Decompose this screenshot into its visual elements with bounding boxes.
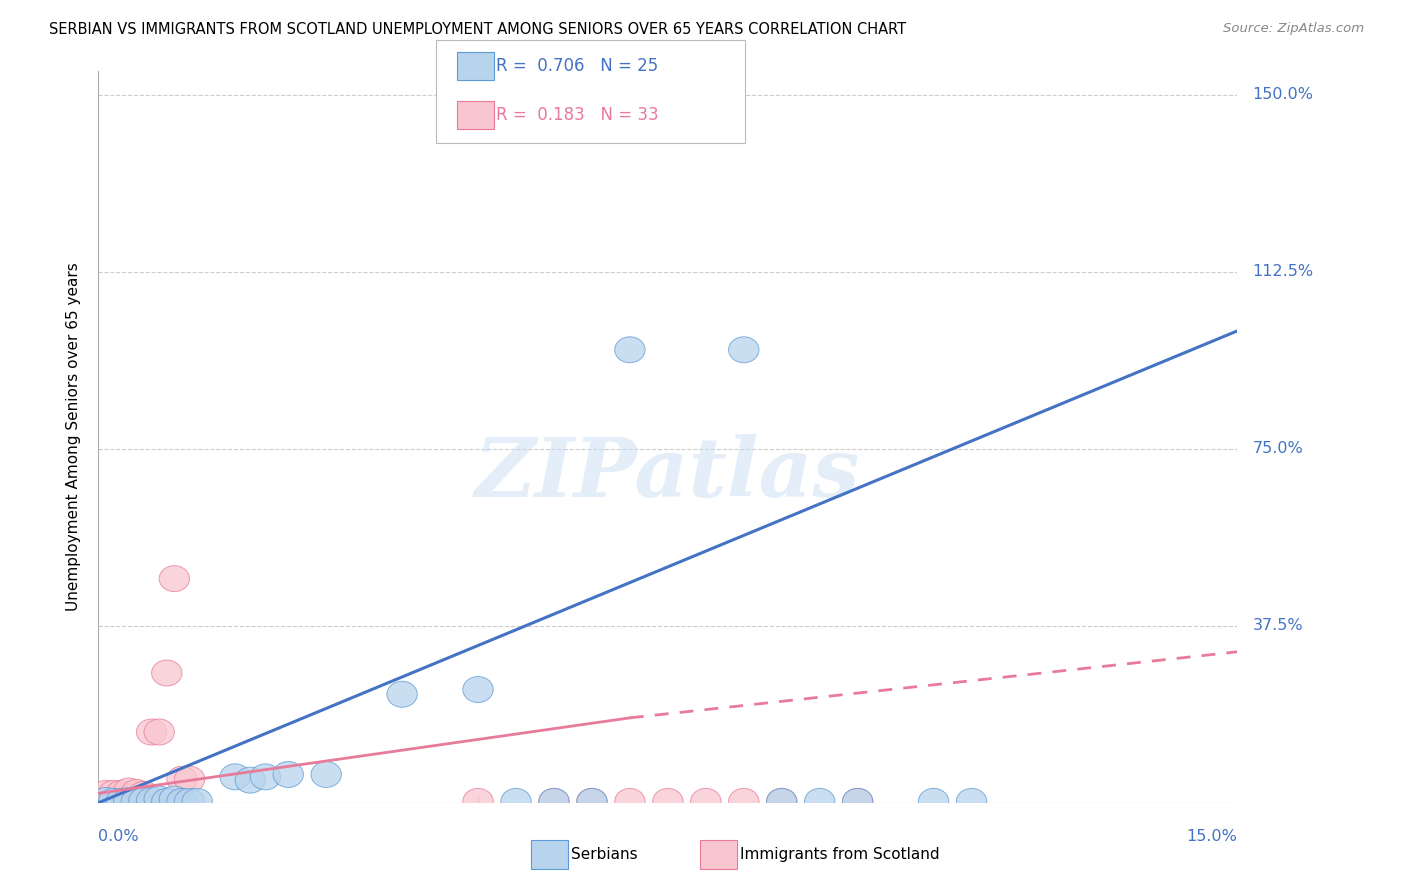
Ellipse shape	[129, 788, 159, 814]
Ellipse shape	[387, 681, 418, 707]
Ellipse shape	[91, 788, 121, 814]
Ellipse shape	[121, 788, 152, 814]
Text: Source: ZipAtlas.com: Source: ZipAtlas.com	[1223, 22, 1364, 36]
Ellipse shape	[98, 788, 129, 814]
Text: 150.0%: 150.0%	[1253, 87, 1313, 103]
Ellipse shape	[804, 789, 835, 814]
Text: SERBIAN VS IMMIGRANTS FROM SCOTLAND UNEMPLOYMENT AMONG SENIORS OVER 65 YEARS COR: SERBIAN VS IMMIGRANTS FROM SCOTLAND UNEM…	[49, 22, 907, 37]
Ellipse shape	[463, 789, 494, 814]
Text: Unemployment Among Seniors over 65 years: Unemployment Among Seniors over 65 years	[66, 263, 82, 611]
Ellipse shape	[136, 719, 167, 745]
Ellipse shape	[129, 781, 159, 807]
Ellipse shape	[118, 788, 148, 814]
Ellipse shape	[143, 719, 174, 745]
Ellipse shape	[91, 788, 121, 814]
Ellipse shape	[842, 789, 873, 814]
Text: 15.0%: 15.0%	[1187, 829, 1237, 844]
Ellipse shape	[105, 789, 136, 814]
Ellipse shape	[728, 789, 759, 814]
Text: 0.0%: 0.0%	[98, 829, 139, 844]
Ellipse shape	[105, 780, 136, 806]
Ellipse shape	[103, 789, 132, 814]
Ellipse shape	[91, 780, 121, 806]
Text: ZIPatlas: ZIPatlas	[475, 434, 860, 514]
Ellipse shape	[766, 789, 797, 814]
Ellipse shape	[121, 780, 152, 805]
Ellipse shape	[110, 787, 141, 813]
Ellipse shape	[463, 676, 494, 703]
Ellipse shape	[152, 660, 181, 686]
Ellipse shape	[614, 789, 645, 814]
Ellipse shape	[98, 780, 129, 806]
Ellipse shape	[136, 788, 167, 814]
Text: R =  0.183   N = 33: R = 0.183 N = 33	[496, 106, 659, 124]
Ellipse shape	[250, 764, 281, 789]
Ellipse shape	[538, 789, 569, 814]
Ellipse shape	[918, 789, 949, 814]
Ellipse shape	[174, 789, 205, 814]
Text: 112.5%: 112.5%	[1253, 264, 1313, 279]
Ellipse shape	[87, 789, 118, 814]
Ellipse shape	[766, 789, 797, 814]
Ellipse shape	[174, 766, 205, 792]
Text: R =  0.706   N = 25: R = 0.706 N = 25	[496, 57, 658, 75]
Ellipse shape	[842, 789, 873, 814]
Ellipse shape	[501, 789, 531, 814]
Ellipse shape	[167, 789, 197, 814]
Ellipse shape	[159, 566, 190, 591]
Ellipse shape	[576, 789, 607, 814]
Ellipse shape	[94, 787, 125, 813]
Ellipse shape	[114, 778, 143, 804]
Text: 75.0%: 75.0%	[1253, 442, 1303, 457]
Ellipse shape	[219, 764, 250, 789]
Ellipse shape	[538, 789, 569, 814]
Ellipse shape	[143, 786, 174, 812]
Ellipse shape	[652, 789, 683, 814]
Text: Serbians: Serbians	[571, 847, 637, 862]
Ellipse shape	[98, 789, 129, 814]
Ellipse shape	[152, 789, 181, 814]
Ellipse shape	[311, 762, 342, 788]
Text: 37.5%: 37.5%	[1253, 618, 1303, 633]
Ellipse shape	[235, 767, 266, 793]
Ellipse shape	[136, 788, 167, 814]
Ellipse shape	[728, 337, 759, 363]
Ellipse shape	[129, 787, 159, 813]
Ellipse shape	[956, 789, 987, 814]
Ellipse shape	[273, 762, 304, 788]
Ellipse shape	[159, 786, 190, 812]
Ellipse shape	[121, 789, 152, 814]
Text: Immigrants from Scotland: Immigrants from Scotland	[740, 847, 939, 862]
Ellipse shape	[181, 789, 212, 814]
Ellipse shape	[576, 789, 607, 814]
Ellipse shape	[614, 337, 645, 363]
Ellipse shape	[114, 788, 143, 814]
Ellipse shape	[167, 766, 197, 792]
Ellipse shape	[690, 789, 721, 814]
Ellipse shape	[114, 788, 143, 814]
Ellipse shape	[105, 787, 136, 813]
